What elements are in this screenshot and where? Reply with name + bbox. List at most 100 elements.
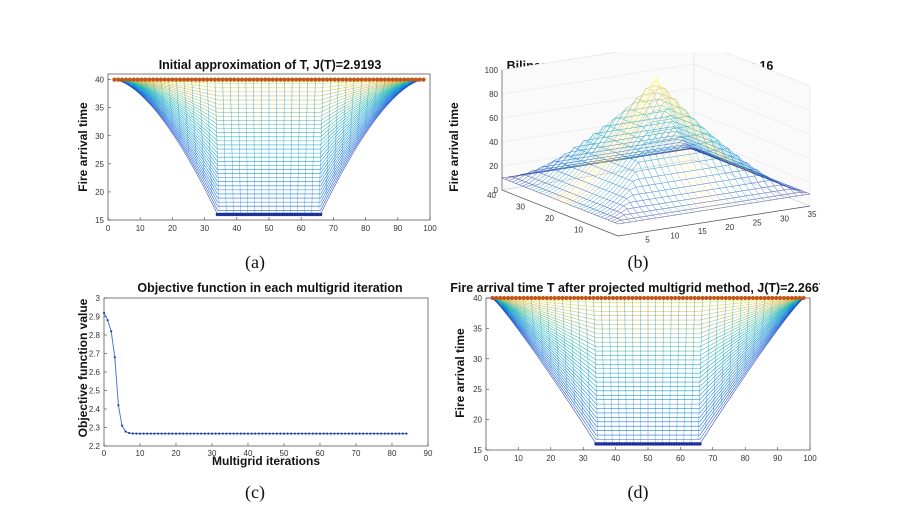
- panel-b-mesh-line: [642, 126, 759, 203]
- panel-a-boundary-point: [220, 77, 225, 82]
- panel-c-point: [390, 432, 394, 435]
- panel-d-ignition-point: [692, 442, 697, 446]
- panel-a-ignition-point: [310, 212, 315, 217]
- panel-b-mesh-line: [597, 77, 715, 210]
- panel-c-point: [347, 432, 350, 435]
- panel-c-point: [315, 432, 318, 435]
- panel-a-ignition-point: [254, 212, 258, 217]
- panel-a-boundary-point: [166, 77, 171, 82]
- panel-a-mesh-line: [304, 79, 308, 215]
- panel-a-boundary-point: [355, 77, 360, 82]
- panel-a-boundary-point: [143, 77, 148, 82]
- panel-a-ignition-point: [244, 212, 248, 217]
- panel-c-point: [239, 432, 242, 435]
- panel-d-boundary-point: [684, 295, 689, 301]
- panel-d-boundary-point: [564, 295, 569, 301]
- panel-a-boundary-point: [212, 77, 218, 82]
- panel-c-point: [336, 432, 340, 435]
- panel-c-point: [221, 432, 224, 435]
- panel-d-ignition-point: [633, 442, 637, 446]
- panel-a-boundary-point: [185, 77, 190, 82]
- panel-c-point: [268, 432, 271, 435]
- panel-c-point: [243, 432, 246, 435]
- panel-d-boundary-point: [770, 295, 775, 301]
- panel-a-boundary-point: [305, 77, 310, 82]
- panel-d-boundary-point: [626, 295, 631, 301]
- panel-a-mesh-line: [137, 79, 141, 93]
- panel-a-boundary-point: [301, 77, 306, 82]
- panel-b-mesh-line: [501, 177, 619, 225]
- panel-d-ignition-point: [625, 442, 630, 446]
- panel-d-ignition-point: [612, 442, 617, 446]
- panel-a-ytick-label: 25: [95, 160, 104, 169]
- panel-d-boundary-point: [540, 295, 546, 301]
- panel-d-boundary-point: [638, 295, 643, 301]
- panel-d-boundary-point: [544, 295, 550, 301]
- panel-d-ytick-label: 15: [473, 446, 482, 455]
- panel-d-ignition-point: [609, 442, 614, 446]
- panel-d-mesh-line: [769, 297, 773, 337]
- panel-d-boundary-point: [537, 295, 542, 301]
- panel-c-point: [354, 432, 358, 435]
- panel-d-boundary-point: [517, 295, 522, 301]
- panel-b-grid-line: [501, 63, 811, 111]
- panel-b-ytick-label: 20: [545, 214, 554, 223]
- panel-a-ignition-point: [215, 212, 220, 217]
- panel-c-point: [344, 432, 347, 435]
- panel-d-mesh-line: [654, 297, 657, 444]
- panel-c-ytick-label: 2.9: [89, 313, 101, 322]
- panel-d-xtick-label: 60: [676, 454, 685, 463]
- panel-a-boundary-point: [297, 77, 303, 82]
- panel-a-boundary-point: [123, 77, 129, 82]
- panel-c-point: [308, 432, 311, 435]
- panel-a-ignition-point: [292, 212, 297, 217]
- panel-c-point: [300, 432, 304, 435]
- panel-d-ignition-point: [648, 442, 653, 446]
- panel-a-xtick-label: 10: [136, 224, 145, 233]
- panel-d-mesh-line: [777, 297, 781, 327]
- panel-b-mesh-line: [533, 160, 651, 220]
- panel-c-point: [225, 432, 228, 435]
- caption-c: (c): [245, 482, 265, 502]
- panel-a-xtick-label: 40: [232, 224, 241, 233]
- panel-a-ignition-point: [238, 212, 243, 217]
- panel-d-boundary-point: [490, 295, 495, 301]
- panel-d-boundary-point: [498, 295, 503, 301]
- panel-d-boundary-point: [680, 295, 686, 301]
- panel-a-ignition-point: [259, 212, 264, 217]
- panel-d-ytick-label: 30: [473, 355, 482, 364]
- panel-c-xlabel: Multigrid iterations: [212, 454, 320, 468]
- panel-a-ignition-point: [298, 212, 302, 217]
- panel-d-boundary-point: [661, 295, 666, 301]
- panel-c-point: [128, 431, 131, 435]
- panel-b-ztick-label: 80: [489, 90, 498, 99]
- panel-c-point: [135, 432, 138, 435]
- panel-d-mesh-line: [570, 297, 576, 405]
- panel-a-ignition-point: [305, 212, 310, 217]
- panel-d-boundary-point: [746, 295, 752, 301]
- panel-b-ytick-label: 10: [574, 226, 583, 235]
- panel-a-mesh-line: [381, 79, 386, 108]
- panel-b-ztick-label: 0: [494, 186, 499, 195]
- panel-c-point: [405, 432, 408, 435]
- panel-d-boundary-point: [591, 295, 596, 301]
- panel-a-boundary-point: [313, 77, 318, 82]
- panel-d-mesh-line: [577, 297, 583, 417]
- panel-d-boundary-point: [529, 295, 534, 301]
- panel-d-boundary-point: [762, 295, 767, 301]
- panel-b-xtick-label: 25: [753, 219, 762, 228]
- panel-a-xtick-label: 80: [361, 224, 370, 233]
- panel-d-mesh-line: [616, 297, 620, 444]
- panel-d-ignition-point: [674, 442, 679, 446]
- panel-a-boundary-point: [317, 77, 322, 82]
- panel-b-mesh-line: [546, 147, 663, 218]
- panel-c-point: [326, 432, 329, 435]
- panel-c-point: [138, 432, 142, 435]
- panel-c-point: [372, 432, 376, 435]
- panel-d-boundary-point: [669, 295, 674, 301]
- panel-b-mesh-line: [591, 87, 708, 211]
- panel-c-xtick-label: 10: [136, 449, 145, 458]
- panel-d-ignition-point: [695, 442, 700, 446]
- panel-a-ignition-point: [300, 212, 305, 217]
- panel-d-boundary-point: [509, 295, 515, 301]
